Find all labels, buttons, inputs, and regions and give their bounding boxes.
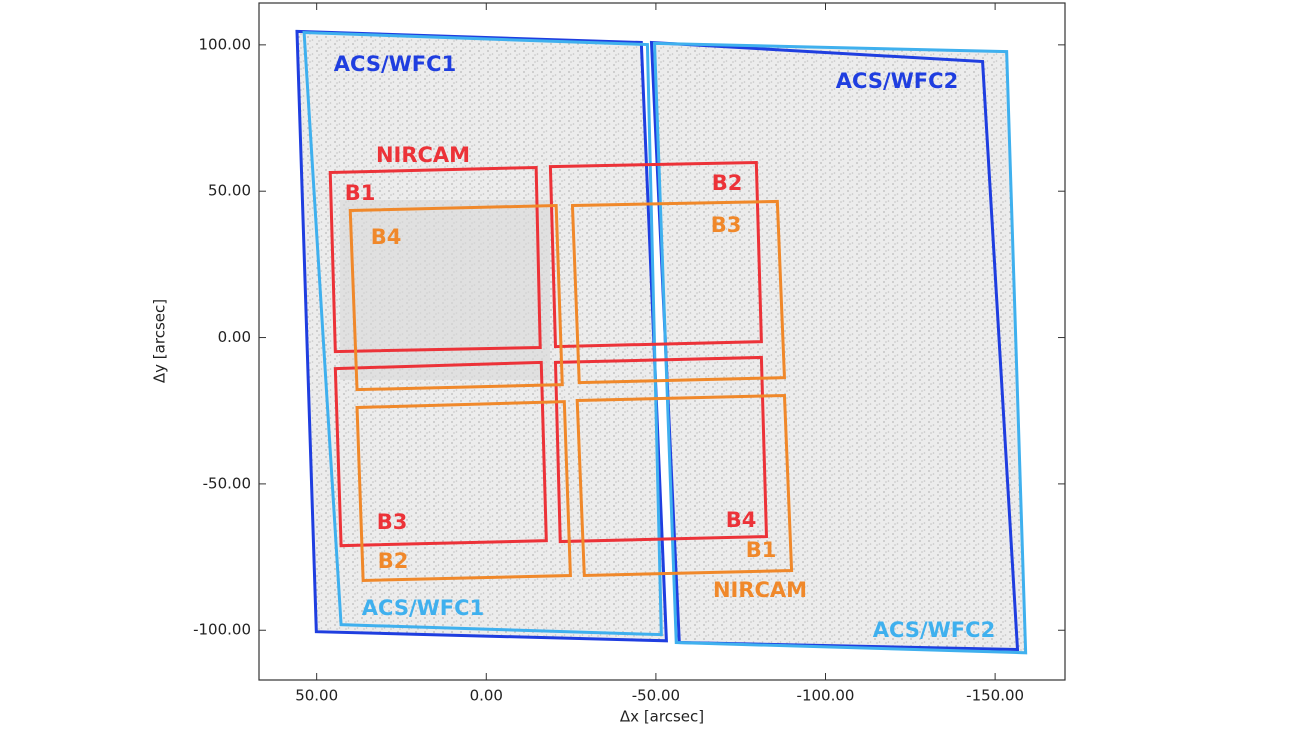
- detector-label: B4: [726, 508, 757, 532]
- detector-outline: [333, 360, 548, 548]
- detector-outline: [553, 355, 769, 544]
- detector-outline: [348, 204, 564, 392]
- detector-label: B1: [345, 181, 376, 205]
- detector-label: B4: [371, 225, 402, 249]
- instrument-label: ACS/WFC1: [362, 596, 484, 620]
- y-axis-label: Δy [arcsec]: [151, 299, 169, 383]
- instrument-label: ACS/WFC2: [873, 618, 995, 642]
- detector-outline: [328, 165, 542, 354]
- chip-outline: [652, 41, 1028, 655]
- detector-label: B2: [378, 549, 409, 573]
- instrument-label: NIRCAM: [376, 143, 470, 167]
- detector-outline: [548, 160, 763, 349]
- detector-outline: [570, 199, 787, 385]
- instrument-label: ACS/WFC2: [836, 69, 958, 93]
- chip-outline: [295, 29, 668, 643]
- x-tick-label: -100.00: [797, 687, 855, 705]
- x-tick-label: -150.00: [966, 687, 1024, 705]
- instrument-label: ACS/WFC1: [334, 52, 456, 76]
- x-tick-label: -50.00: [632, 687, 680, 705]
- x-tick-label: 50.00: [295, 687, 338, 705]
- y-tick-label: 0.00: [218, 328, 251, 346]
- detector-label: B3: [711, 213, 742, 237]
- detector-label: B2: [712, 171, 743, 195]
- y-tick-label: -100.00: [193, 621, 251, 639]
- image: [652, 43, 1026, 653]
- detector-label: B3: [377, 510, 408, 534]
- y-tick-label: 100.00: [199, 35, 252, 53]
- chip-outline: [302, 31, 663, 637]
- x-axis-label: Δx [arcsec]: [620, 708, 704, 726]
- detector-outline: [575, 393, 794, 578]
- y-tick-label: 50.00: [208, 182, 251, 200]
- instrument-label: NIRCAM: [713, 578, 807, 602]
- detector-label: B1: [746, 538, 777, 562]
- x-tick-label: 0.00: [470, 687, 503, 705]
- y-tick-label: -50.00: [203, 474, 251, 492]
- plot-frame: [258, 2, 1066, 681]
- detector-outline: [355, 400, 572, 583]
